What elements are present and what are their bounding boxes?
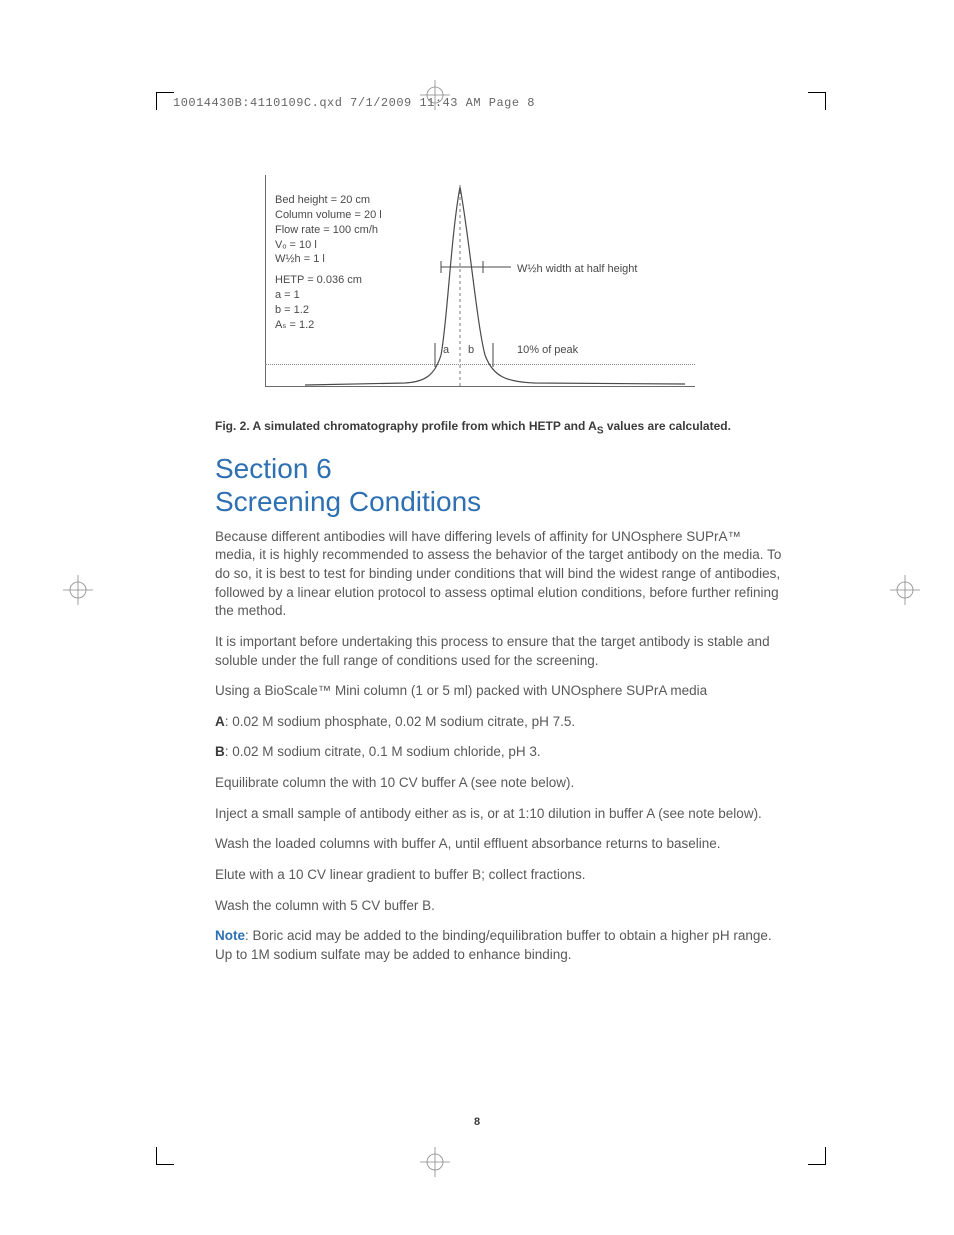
figure-caption-sub: S — [597, 425, 604, 436]
registration-mark-bottom — [420, 1147, 450, 1177]
crop-mark-tr — [808, 92, 826, 110]
chart-a-label: a — [443, 344, 449, 356]
buffer-a-text: : 0.02 M sodium phosphate, 0.02 M sodium… — [225, 714, 575, 729]
chart-param: Flow rate = 100 cm/h — [275, 223, 382, 238]
chart-param: Bed height = 20 cm — [275, 193, 382, 208]
paragraph: Elute with a 10 CV linear gradient to bu… — [215, 866, 785, 885]
buffer-b-label: B — [215, 744, 225, 759]
buffer-a-label: A — [215, 714, 225, 729]
chart-param: Aₛ = 1.2 — [275, 318, 382, 333]
chart-param: W½h = 1 l — [275, 252, 382, 267]
registration-mark-left — [63, 575, 93, 605]
chart-param: a = 1 — [275, 288, 382, 303]
figure-caption: Fig. 2. A simulated chromatography profi… — [215, 417, 785, 439]
chart-param: Column volume = 20 l — [275, 208, 382, 223]
body-text: Because different antibodies will have d… — [215, 528, 785, 965]
chart-b-label: b — [468, 344, 474, 356]
chart-parameters: Bed height = 20 cm Column volume = 20 l … — [275, 193, 382, 333]
page-number: 8 — [0, 1116, 954, 1128]
page-content: Bed height = 20 cm Column volume = 20 l … — [215, 175, 785, 976]
paragraph: Wash the loaded columns with buffer A, u… — [215, 835, 785, 854]
chromatography-chart: Bed height = 20 cm Column volume = 20 l … — [265, 175, 785, 397]
crop-mark-bl — [156, 1147, 174, 1165]
registration-mark-right — [890, 575, 920, 605]
paragraph: It is important before undertaking this … — [215, 633, 785, 670]
crop-mark-tl — [156, 92, 174, 110]
chart-half-height-label: W½h width at half height — [517, 263, 637, 275]
buffer-b-text: : 0.02 M sodium citrate, 0.1 M sodium ch… — [225, 744, 541, 759]
section-title: Screening Conditions — [215, 486, 481, 517]
note-label: Note — [215, 928, 245, 943]
paragraph: Using a BioScale™ Mini column (1 or 5 ml… — [215, 682, 785, 701]
chart-param: b = 1.2 — [275, 303, 382, 318]
chart-param: HETP = 0.036 cm — [275, 273, 382, 288]
paragraph: Wash the column with 5 CV buffer B. — [215, 897, 785, 916]
section-number: Section 6 — [215, 453, 332, 484]
paragraph: Inject a small sample of antibody either… — [215, 805, 785, 824]
paragraph: Equilibrate column the with 10 CV buffer… — [215, 774, 785, 793]
chart-param: Vₒ = 10 l — [275, 238, 382, 253]
section-heading: Section 6 Screening Conditions — [215, 453, 785, 517]
buffer-a: A: 0.02 M sodium phosphate, 0.02 M sodiu… — [215, 713, 785, 732]
note-text: : Boric acid may be added to the binding… — [215, 928, 772, 962]
note: Note: Boric acid may be added to the bin… — [215, 927, 785, 964]
chart-ten-percent-label: 10% of peak — [517, 344, 578, 356]
buffer-b: B: 0.02 M sodium citrate, 0.1 M sodium c… — [215, 743, 785, 762]
crop-mark-br — [808, 1147, 826, 1165]
paragraph: Because different antibodies will have d… — [215, 528, 785, 621]
figure-caption-text: Fig. 2. A simulated chromatography profi… — [215, 419, 597, 433]
figure-caption-suffix: values are calculated. — [604, 419, 731, 433]
document-slug: 10014430B:4110109C.qxd 7/1/2009 11:43 AM… — [173, 96, 535, 110]
